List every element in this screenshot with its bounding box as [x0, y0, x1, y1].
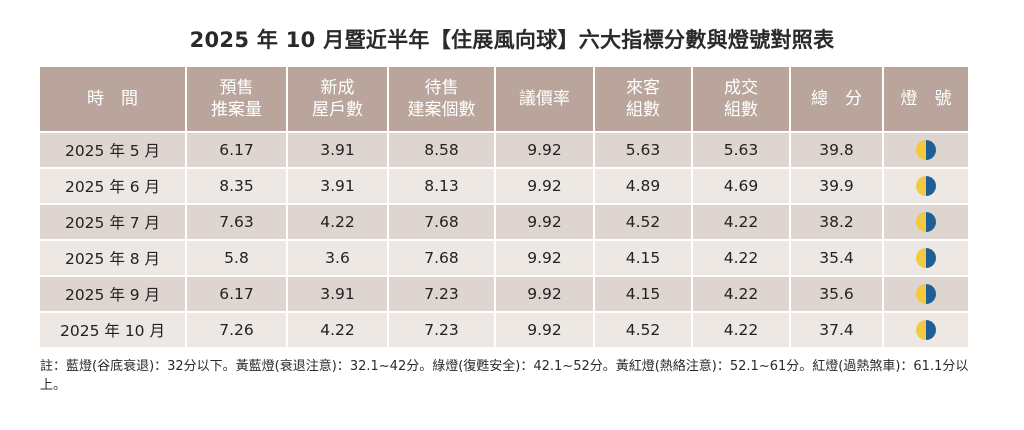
table-row: 2025 年 8 月 5.8 3.6 7.68 9.92 4.15 4.22 3…: [40, 241, 968, 277]
cell-bargain-rate: 9.92: [496, 313, 595, 347]
cell-bargain-rate: 9.92: [496, 133, 595, 169]
cell-presale: 8.35: [187, 169, 288, 205]
cell-bargain-rate: 9.92: [496, 169, 595, 205]
cell-total: 39.9: [791, 169, 884, 205]
table-title: 2025 年 10 月暨近半年【住展風向球】六大指標分數與燈號對照表: [189, 28, 835, 52]
cell-deals: 4.22: [693, 277, 791, 313]
yellow-blue-light-icon: [916, 320, 936, 340]
cell-total: 39.8: [791, 133, 884, 169]
cell-deals: 4.22: [693, 313, 791, 347]
cell-for-sale: 7.23: [389, 313, 496, 347]
cell-light: [884, 169, 968, 205]
cell-new-units: 3.91: [288, 133, 389, 169]
header-deals: 成交 組數: [693, 67, 791, 133]
cell-total: 38.2: [791, 205, 884, 241]
cell-light: [884, 205, 968, 241]
cell-new-units: 4.22: [288, 313, 389, 347]
cell-period: 2025 年 9 月: [40, 277, 187, 313]
cell-visitors: 4.15: [595, 277, 693, 313]
header-period: 時 間: [40, 67, 187, 133]
cell-for-sale: 8.58: [389, 133, 496, 169]
cell-for-sale: 7.68: [389, 205, 496, 241]
cell-light: [884, 313, 968, 347]
cell-visitors: 4.52: [595, 313, 693, 347]
table-row: 2025 年 5 月 6.17 3.91 8.58 9.92 5.63 5.63…: [40, 133, 968, 169]
cell-bargain-rate: 9.92: [496, 205, 595, 241]
cell-new-units: 3.6: [288, 241, 389, 277]
cell-period: 2025 年 8 月: [40, 241, 187, 277]
yellow-blue-light-icon: [916, 176, 936, 196]
cell-light: [884, 133, 968, 169]
cell-light: [884, 241, 968, 277]
header-light: 燈 號: [884, 67, 968, 133]
cell-new-units: 3.91: [288, 169, 389, 205]
cell-period: 2025 年 6 月: [40, 169, 187, 205]
yellow-blue-light-icon: [916, 140, 936, 160]
yellow-blue-light-icon: [916, 248, 936, 268]
header-bargain-rate: 議價率: [496, 67, 595, 133]
header-visitors: 來客 組數: [595, 67, 693, 133]
table-row: 2025 年 7 月 7.63 4.22 7.68 9.92 4.52 4.22…: [40, 205, 968, 241]
cell-period: 2025 年 5 月: [40, 133, 187, 169]
cell-presale: 6.17: [187, 133, 288, 169]
cell-for-sale: 8.13: [389, 169, 496, 205]
cell-visitors: 4.89: [595, 169, 693, 205]
cell-presale: 6.17: [187, 277, 288, 313]
table-row: 2025 年 10 月 7.26 4.22 7.23 9.92 4.52 4.2…: [40, 313, 968, 347]
cell-deals: 4.69: [693, 169, 791, 205]
cell-bargain-rate: 9.92: [496, 241, 595, 277]
header-presale: 預售 推案量: [187, 67, 288, 133]
cell-visitors: 4.52: [595, 205, 693, 241]
cell-total: 37.4: [791, 313, 884, 347]
cell-deals: 5.63: [693, 133, 791, 169]
cell-deals: 4.22: [693, 241, 791, 277]
cell-presale: 7.26: [187, 313, 288, 347]
yellow-blue-light-icon: [916, 284, 936, 304]
footnote: 註：藍燈(谷底衰退)：32分以下。黃藍燈(衰退注意)：32.1~42分。綠燈(復…: [40, 359, 969, 393]
header-new-units: 新成 屋戶數: [288, 67, 389, 133]
cell-new-units: 3.91: [288, 277, 389, 313]
cell-for-sale: 7.23: [389, 277, 496, 313]
cell-deals: 4.22: [693, 205, 791, 241]
cell-new-units: 4.22: [288, 205, 389, 241]
cell-visitors: 5.63: [595, 133, 693, 169]
header-for-sale: 待售 建案個數: [389, 67, 496, 133]
cell-period: 2025 年 10 月: [40, 313, 187, 347]
cell-for-sale: 7.68: [389, 241, 496, 277]
header-row: 時 間 預售 推案量 新成 屋戶數 待售 建案個數 議價率 來客 組數 成交 組…: [40, 67, 968, 133]
cell-bargain-rate: 9.92: [496, 277, 595, 313]
cell-visitors: 4.15: [595, 241, 693, 277]
cell-period: 2025 年 7 月: [40, 205, 187, 241]
table-row: 2025 年 9 月 6.17 3.91 7.23 9.92 4.15 4.22…: [40, 277, 968, 313]
table-row: 2025 年 6 月 8.35 3.91 8.13 9.92 4.89 4.69…: [40, 169, 968, 205]
yellow-blue-light-icon: [916, 212, 936, 232]
header-total: 總 分: [791, 67, 884, 133]
indicator-table: 時 間 預售 推案量 新成 屋戶數 待售 建案個數 議價率 來客 組數 成交 組…: [40, 67, 968, 347]
cell-total: 35.6: [791, 277, 884, 313]
cell-presale: 7.63: [187, 205, 288, 241]
cell-total: 35.4: [791, 241, 884, 277]
cell-light: [884, 277, 968, 313]
cell-presale: 5.8: [187, 241, 288, 277]
